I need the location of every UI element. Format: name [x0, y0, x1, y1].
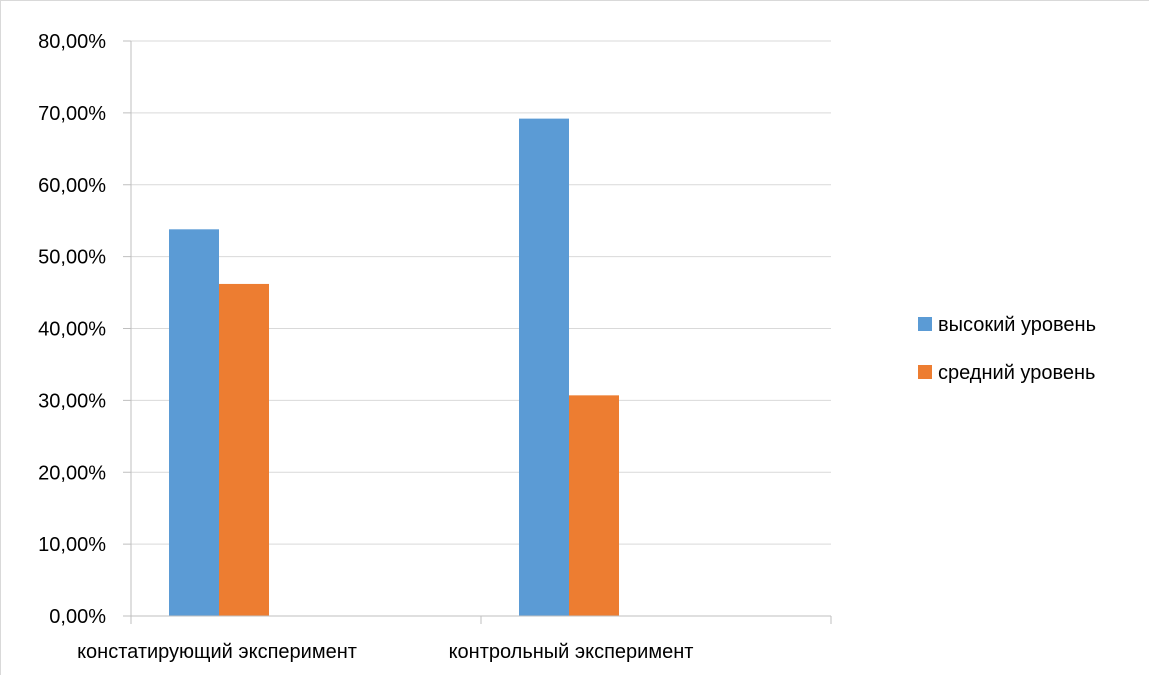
y-tick-label: 80,00%: [38, 31, 106, 53]
y-tick-labels: 0,00% 10,00% 20,00% 30,00% 40,00% 50,00% 60,00…: [38, 31, 106, 628]
y-tick-label: 30,00%: [38, 390, 106, 412]
legend-swatch: [918, 365, 932, 379]
legend: высокий уровень средний уровень: [918, 314, 1096, 384]
y-tick-label: 10,00%: [38, 534, 106, 556]
y-tick-label: 70,00%: [38, 103, 106, 125]
axes: [123, 40, 832, 624]
legend-label: средний уровень: [938, 362, 1095, 384]
legend-swatch: [918, 317, 932, 331]
bar-medium-1: [569, 395, 619, 616]
y-tick-label: 20,00%: [38, 462, 106, 484]
bar-high-1: [519, 118, 569, 616]
y-tick-label: 60,00%: [38, 175, 106, 197]
bar-high-0: [169, 229, 219, 616]
y-tick-label: 40,00%: [38, 319, 106, 341]
y-tick-label: 50,00%: [38, 247, 106, 269]
bar-medium-0: [219, 283, 269, 616]
y-tick-label: 0,00%: [49, 606, 106, 628]
legend-label: высокий уровень: [938, 314, 1096, 336]
bars: [169, 118, 619, 616]
x-tick-labels: констатирующий эксперимент контрольный эк…: [77, 641, 693, 663]
x-tick-label: констатирующий эксперимент: [77, 641, 357, 663]
x-tick-label: контрольный эксперимент: [449, 641, 694, 663]
